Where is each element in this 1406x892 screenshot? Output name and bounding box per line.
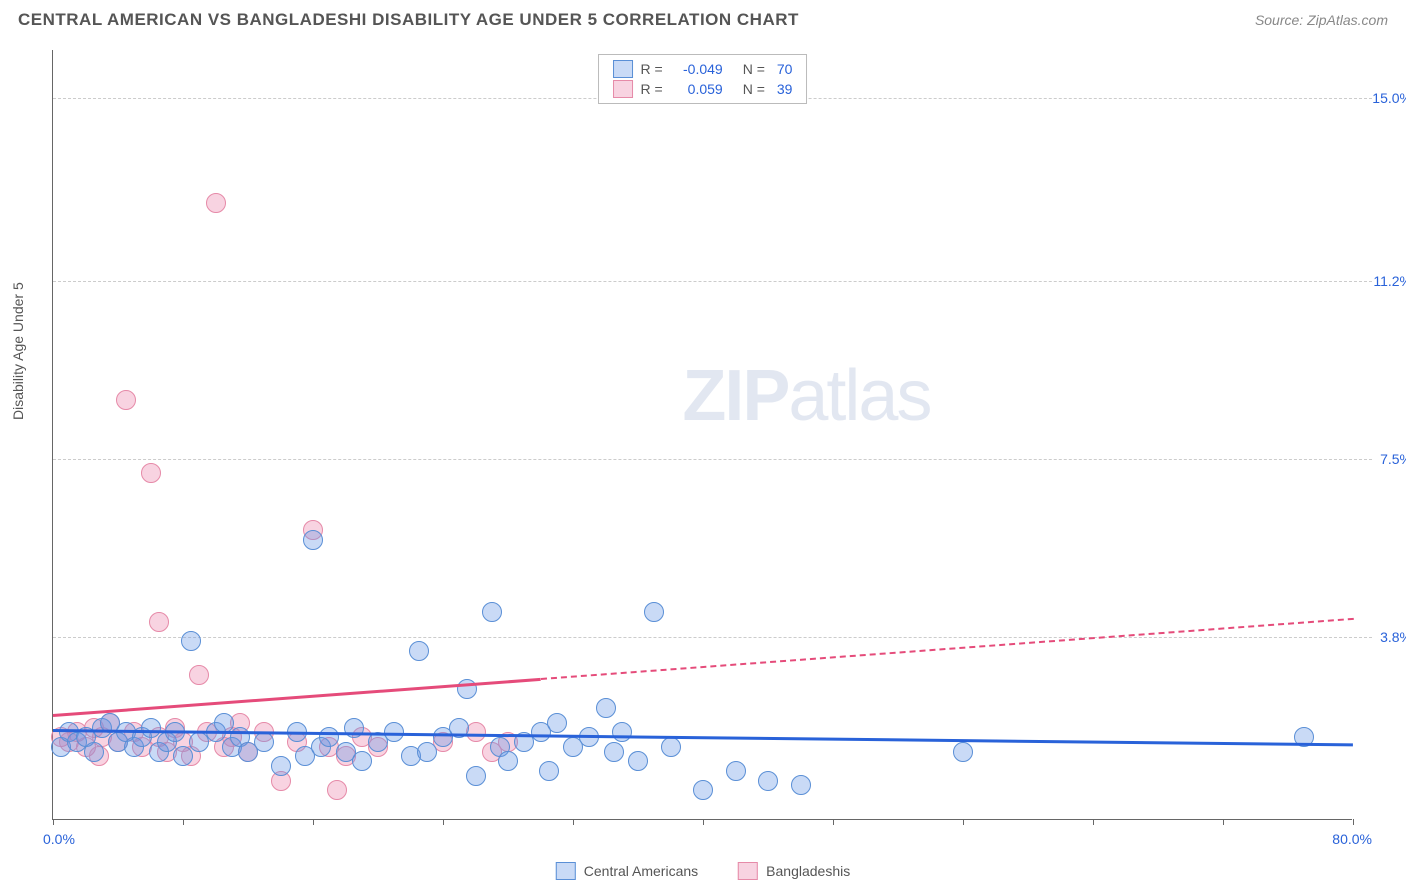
central-point [303, 530, 323, 550]
central-point [612, 722, 632, 742]
n-value-bangladeshi: 39 [777, 81, 793, 97]
x-tick [1223, 819, 1224, 825]
central-point [173, 746, 193, 766]
n-label: N = [743, 61, 765, 77]
central-point [417, 742, 437, 762]
central-point [726, 761, 746, 781]
bangladeshi-point [327, 780, 347, 800]
central-point [596, 698, 616, 718]
watermark-zip: ZIP [682, 356, 788, 436]
central-point [791, 775, 811, 795]
x-tick [53, 819, 54, 825]
central-point [466, 766, 486, 786]
x-tick [313, 819, 314, 825]
watermark: ZIPatlas [682, 355, 930, 437]
swatch-central [613, 60, 633, 78]
central-point [181, 631, 201, 651]
central-point [409, 641, 429, 661]
legend-label-bangladeshi: Bangladeshis [766, 863, 850, 879]
bangladeshi-point [189, 665, 209, 685]
central-point [953, 742, 973, 762]
legend-row-central: R = -0.049 N = 70 [613, 59, 793, 79]
central-point [628, 751, 648, 771]
r-value-central: -0.049 [671, 61, 723, 77]
bangladeshi-point [149, 612, 169, 632]
x-max-label: 80.0% [1332, 831, 1372, 847]
central-point [693, 780, 713, 800]
y-tick-label: 15.0% [1372, 90, 1406, 106]
central-point [604, 742, 624, 762]
x-min-label: 0.0% [43, 831, 75, 847]
r-value-bangladeshi: 0.059 [671, 81, 723, 97]
swatch-central-bottom [556, 862, 576, 880]
gridline [53, 637, 1372, 638]
central-point [254, 732, 274, 752]
bangladeshi-point [116, 390, 136, 410]
central-point [319, 727, 339, 747]
legend-row-bangladeshi: R = 0.059 N = 39 [613, 79, 793, 99]
r-label: R = [641, 61, 663, 77]
central-point [758, 771, 778, 791]
gridline [53, 281, 1372, 282]
y-tick-label: 7.5% [1380, 451, 1406, 467]
central-point [644, 602, 664, 622]
gridline [53, 459, 1372, 460]
central-point [539, 761, 559, 781]
y-tick-label: 3.8% [1380, 629, 1406, 645]
n-label: N = [743, 81, 765, 97]
correlation-legend: R = -0.049 N = 70 R = 0.059 N = 39 [598, 54, 808, 104]
bangladeshi-point [206, 193, 226, 213]
x-tick [183, 819, 184, 825]
x-tick [573, 819, 574, 825]
x-tick [1353, 819, 1354, 825]
legend-label-central: Central Americans [584, 863, 698, 879]
central-point [352, 751, 372, 771]
bangladeshi-trendline [540, 618, 1353, 680]
central-point [141, 718, 161, 738]
y-tick-label: 11.2% [1373, 273, 1406, 289]
plot-area: R = -0.049 N = 70 R = 0.059 N = 39 ZIPat… [52, 50, 1352, 820]
r-label: R = [641, 81, 663, 97]
chart-title: CENTRAL AMERICAN VS BANGLADESHI DISABILI… [18, 10, 799, 30]
n-value-central: 70 [777, 61, 793, 77]
central-point [547, 713, 567, 733]
central-point [271, 756, 291, 776]
watermark-atlas: atlas [788, 356, 930, 436]
series-legend: Central Americans Bangladeshis [556, 862, 850, 880]
legend-item-central: Central Americans [556, 862, 698, 880]
central-point [214, 713, 234, 733]
legend-item-bangladeshi: Bangladeshis [738, 862, 850, 880]
central-point [498, 751, 518, 771]
y-axis-label: Disability Age Under 5 [10, 282, 26, 420]
x-tick [443, 819, 444, 825]
swatch-bangladeshi-bottom [738, 862, 758, 880]
source-label: Source: ZipAtlas.com [1255, 12, 1388, 28]
central-point [84, 742, 104, 762]
x-tick [833, 819, 834, 825]
x-tick [703, 819, 704, 825]
swatch-bangladeshi [613, 80, 633, 98]
bangladeshi-point [141, 463, 161, 483]
central-point [661, 737, 681, 757]
x-tick [963, 819, 964, 825]
x-tick [1093, 819, 1094, 825]
central-point [482, 602, 502, 622]
